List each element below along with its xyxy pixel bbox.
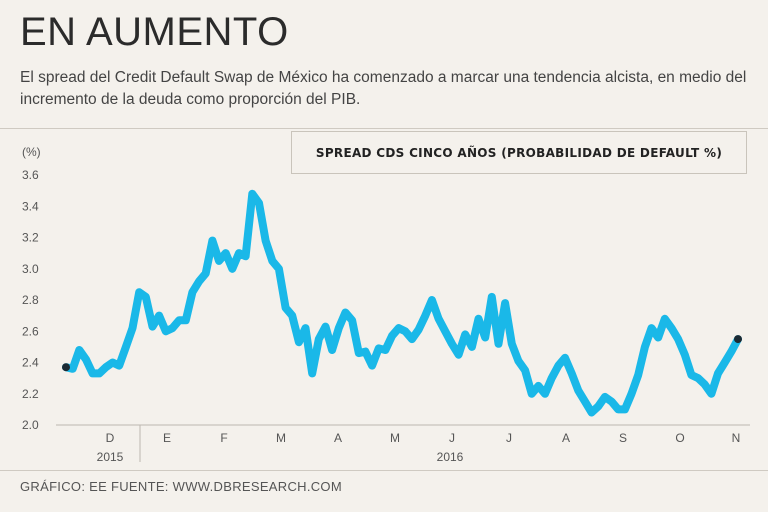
y-tick-label: 2.2 [22, 387, 39, 401]
y-tick-label: 3.6 [22, 168, 39, 182]
y-axis-unit-label: (%) [22, 145, 41, 159]
source-credit: GRÁFICO: EE FUENTE: WWW.DBRESEARCH.COM [20, 479, 342, 494]
series-line [62, 189, 742, 417]
x-tick-label: N [732, 431, 741, 445]
end-marker [734, 335, 742, 344]
page-subtitle: El spread del Credit Default Swap de Méx… [20, 69, 747, 108]
y-tick-label: 2.4 [22, 356, 39, 370]
line-chart: (%) 2.0 2.2 2.4 2.6 2.8 3.0 3.2 3.4 3.6 D E F M A M J J… [22, 145, 750, 464]
y-tick-label: 3.0 [22, 262, 39, 276]
legend-series-label: SPREAD CDS CINCO AÑOS (PROBABILIDAD DE D… [315, 145, 723, 160]
y-tick-label: 2.6 [22, 324, 39, 338]
y-tick-label: 2.0 [22, 418, 39, 432]
page-title: EN AUMENTO [20, 10, 289, 54]
x-tick-label: A [334, 431, 342, 445]
x-tick-label: A [562, 431, 570, 445]
x-tick-label: F [220, 431, 227, 445]
x-year-label: 2015 [97, 450, 124, 464]
y-tick-label: 2.8 [22, 293, 39, 307]
x-axis-ticks: D E F M A M J J A S O N 2015 2016 [97, 431, 741, 464]
legend: SPREAD CDS CINCO AÑOS (PROBABILIDAD DE D… [291, 131, 747, 174]
x-tick-label: S [619, 431, 627, 445]
y-axis-ticks: 2.0 2.2 2.4 2.6 2.8 3.0 3.2 3.4 3.6 [22, 168, 39, 432]
x-tick-label: M [276, 431, 286, 445]
x-tick-label: D [106, 431, 115, 445]
x-year-label: 2016 [437, 450, 464, 464]
x-tick-label: E [163, 431, 171, 445]
x-tick-label: J [506, 431, 512, 445]
x-tick-label: J [449, 431, 455, 445]
header-divider [0, 128, 768, 129]
y-tick-label: 3.4 [22, 199, 39, 213]
y-tick-label: 3.2 [22, 231, 39, 245]
x-tick-label: O [675, 431, 684, 445]
start-marker [62, 363, 70, 372]
footer-divider [0, 470, 768, 471]
x-tick-label: M [390, 431, 400, 445]
